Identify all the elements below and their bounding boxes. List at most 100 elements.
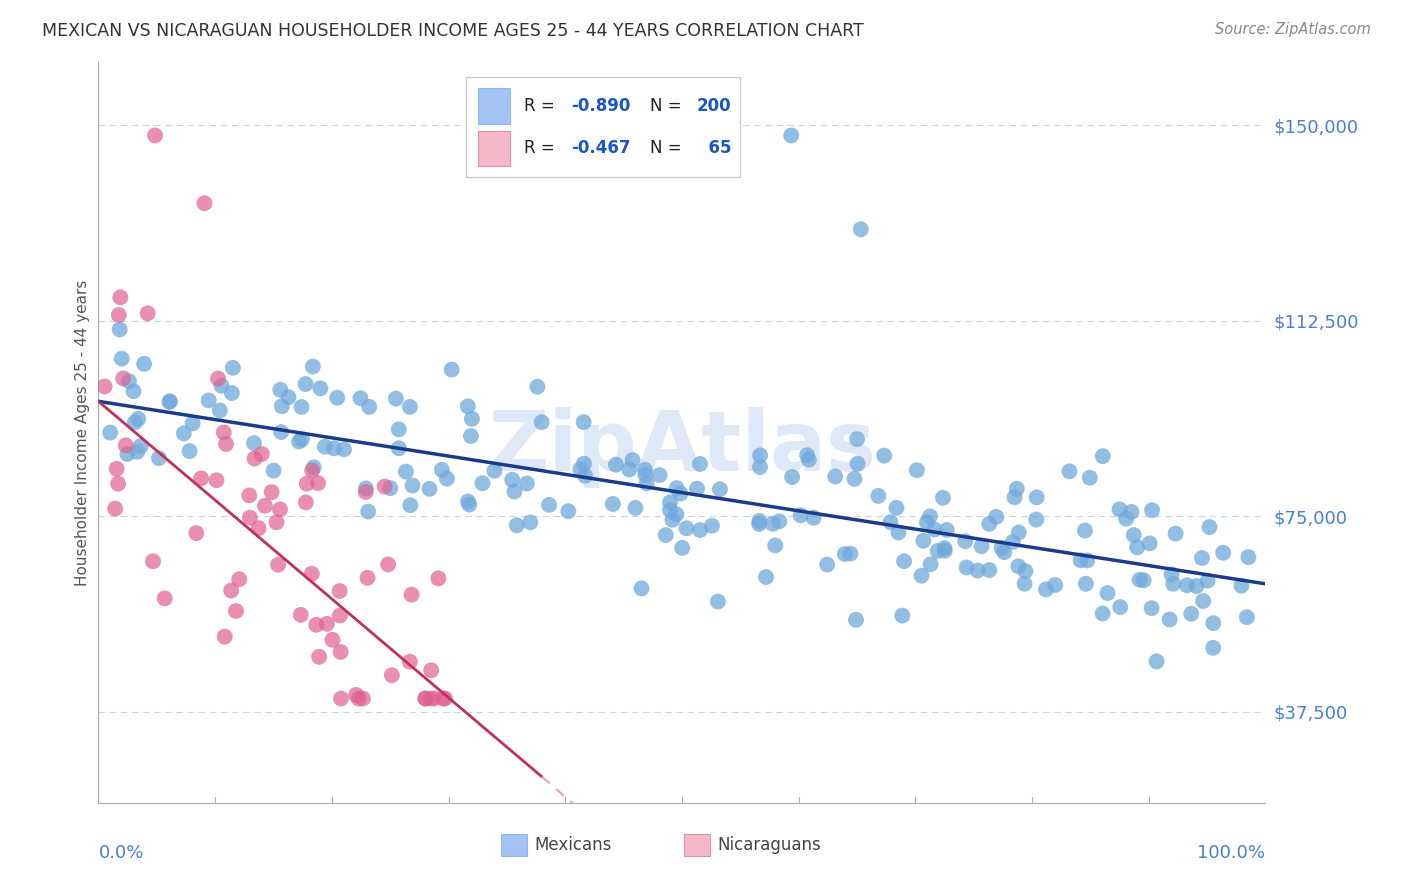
Point	[432, 691, 454, 706]
FancyBboxPatch shape	[478, 88, 510, 124]
Point	[824, 469, 846, 483]
Point	[686, 482, 709, 496]
Point	[270, 425, 292, 439]
Point	[905, 463, 928, 477]
Point	[569, 462, 592, 476]
Point	[316, 616, 339, 631]
Point	[519, 516, 541, 530]
Point	[330, 691, 353, 706]
Point	[243, 436, 266, 450]
Point	[915, 516, 938, 530]
Point	[1230, 579, 1253, 593]
Point	[110, 290, 132, 304]
Point	[1122, 528, 1144, 542]
FancyBboxPatch shape	[478, 130, 510, 166]
Point	[333, 442, 356, 457]
Point	[295, 476, 318, 491]
Point	[221, 386, 243, 401]
Point	[768, 514, 790, 528]
Point	[266, 516, 288, 530]
Point	[1121, 505, 1143, 519]
Point	[557, 504, 579, 518]
Point	[1180, 607, 1202, 621]
Point	[1074, 576, 1097, 591]
Point	[212, 425, 235, 440]
Point	[927, 544, 949, 558]
Point	[294, 377, 316, 392]
Text: Nicaraguans: Nicaraguans	[717, 836, 821, 854]
Point	[700, 518, 723, 533]
Point	[1139, 536, 1161, 550]
Point	[385, 392, 408, 406]
FancyBboxPatch shape	[501, 834, 527, 856]
Point	[648, 468, 671, 483]
Point	[415, 691, 437, 706]
Point	[143, 128, 166, 143]
Point	[401, 478, 423, 492]
Point	[780, 470, 803, 484]
Point	[1192, 594, 1215, 608]
Point	[108, 322, 131, 336]
Point	[290, 607, 312, 622]
Point	[288, 434, 311, 449]
Point	[352, 691, 374, 706]
Point	[879, 515, 901, 529]
Point	[1025, 512, 1047, 526]
Point	[277, 390, 299, 404]
Point	[148, 451, 170, 466]
Point	[803, 510, 825, 524]
Point	[986, 509, 1008, 524]
Point	[675, 521, 697, 535]
Point	[1035, 582, 1057, 597]
Point	[321, 632, 343, 647]
Point	[1115, 512, 1137, 526]
Point	[979, 563, 1001, 577]
Point	[709, 482, 731, 496]
Point	[260, 485, 283, 500]
Point	[228, 572, 250, 586]
Text: 0.0%: 0.0%	[98, 844, 143, 862]
Point	[1005, 482, 1028, 496]
Point	[665, 508, 688, 522]
Point	[661, 513, 683, 527]
Point	[326, 391, 349, 405]
Point	[104, 501, 127, 516]
Point	[222, 360, 245, 375]
Point	[846, 457, 869, 471]
Point	[1198, 520, 1220, 534]
Point	[748, 516, 770, 531]
Point	[1128, 573, 1150, 587]
Text: ZipAtlas: ZipAtlas	[488, 407, 876, 488]
Point	[430, 463, 453, 477]
Point	[263, 464, 285, 478]
Point	[748, 514, 770, 528]
Point	[181, 417, 204, 431]
Point	[301, 463, 323, 477]
Point	[749, 449, 772, 463]
Point	[197, 393, 219, 408]
Point	[427, 571, 450, 585]
Point	[436, 472, 458, 486]
Point	[270, 399, 292, 413]
Point	[1091, 607, 1114, 621]
Point	[205, 473, 228, 487]
Point	[302, 359, 325, 374]
Point	[868, 489, 890, 503]
Text: -0.467: -0.467	[571, 139, 630, 157]
Point	[399, 498, 422, 512]
Point	[1164, 526, 1187, 541]
Point	[347, 691, 370, 706]
Point	[215, 437, 238, 451]
Point	[530, 415, 553, 429]
Point	[111, 351, 134, 366]
Point	[654, 528, 676, 542]
Point	[1175, 578, 1198, 592]
Point	[238, 488, 260, 502]
Point	[357, 505, 380, 519]
Point	[665, 481, 688, 495]
Point	[314, 440, 336, 454]
Point	[354, 484, 377, 499]
Point	[471, 476, 494, 491]
Point	[458, 498, 481, 512]
Point	[124, 415, 146, 429]
